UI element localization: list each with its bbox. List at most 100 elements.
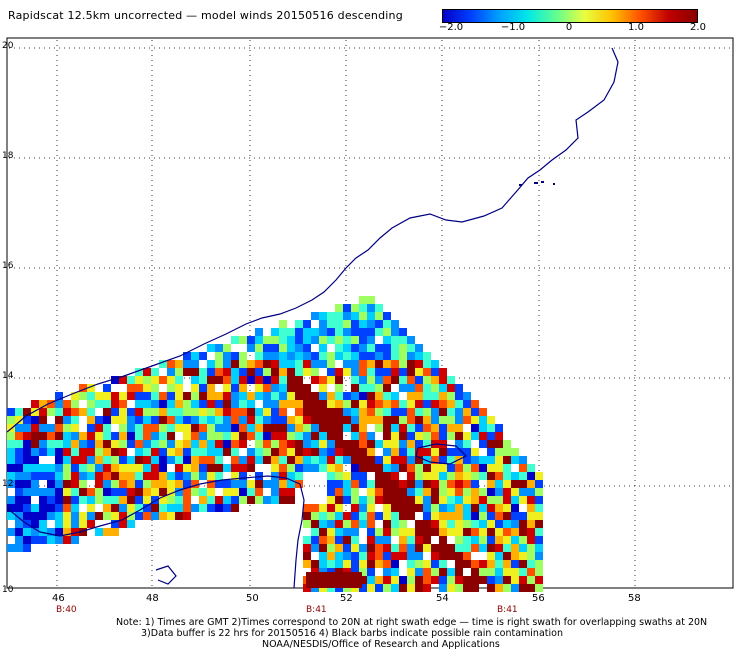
wind-cell — [199, 440, 207, 448]
wind-cell — [535, 512, 543, 520]
wind-cell — [111, 432, 119, 440]
wind-cell — [375, 480, 383, 488]
wind-cell — [399, 464, 407, 472]
wind-cell — [103, 456, 111, 464]
wind-cell — [191, 352, 199, 360]
wind-cell — [7, 472, 15, 480]
wind-cell — [167, 400, 175, 408]
wind-cell — [63, 432, 71, 440]
wind-cell — [311, 448, 319, 456]
wind-cell — [135, 400, 143, 408]
wind-cell — [31, 424, 39, 432]
wind-cell — [487, 464, 495, 472]
wind-cell — [159, 496, 167, 504]
wind-difference-cells — [7, 296, 543, 592]
wind-cell — [111, 392, 119, 400]
wind-cell — [247, 480, 255, 488]
wind-cell — [239, 416, 247, 424]
wind-cell — [199, 408, 207, 416]
wind-cell — [391, 440, 399, 448]
wind-cell — [306, 580, 314, 588]
wind-cell — [207, 400, 215, 408]
wind-cell — [295, 328, 303, 336]
wind-cell — [367, 432, 375, 440]
wind-cell — [303, 504, 311, 512]
wind-cell — [391, 424, 399, 432]
wind-cell — [527, 512, 535, 520]
wind-cell — [367, 536, 375, 544]
wind-cell — [151, 432, 159, 440]
wind-cell — [343, 456, 351, 464]
wind-cell — [423, 544, 431, 552]
wind-cell — [511, 568, 519, 576]
wind-cell — [175, 392, 183, 400]
wind-cell — [327, 496, 335, 504]
wind-cell — [79, 488, 87, 496]
wind-cell — [71, 472, 79, 480]
wind-cell — [279, 480, 287, 488]
wind-cell — [215, 408, 223, 416]
wind-cell — [95, 472, 103, 480]
wind-cell — [63, 488, 71, 496]
wind-cell — [39, 448, 47, 456]
wind-cell — [7, 544, 15, 552]
wind-cell — [351, 360, 359, 368]
wind-cell — [271, 336, 279, 344]
wind-cell — [39, 520, 47, 528]
wind-cell — [207, 472, 215, 480]
wind-cell — [527, 544, 535, 552]
wind-cell — [127, 480, 135, 488]
wind-cell — [463, 392, 471, 400]
wind-cell — [151, 504, 159, 512]
wind-cell — [375, 328, 383, 336]
wind-cell — [103, 512, 111, 520]
wind-cell — [455, 432, 463, 440]
wind-cell — [335, 504, 343, 512]
wind-cell — [327, 432, 335, 440]
wind-cell — [143, 472, 151, 480]
wind-cell — [7, 496, 15, 504]
wind-cell — [191, 368, 199, 376]
lat-tick-label: 12 — [2, 479, 13, 489]
wind-cell — [15, 448, 23, 456]
wind-cell — [223, 400, 231, 408]
wind-cell — [143, 424, 151, 432]
wind-cell — [191, 488, 199, 496]
wind-cell — [367, 512, 375, 520]
wind-cell — [359, 344, 367, 352]
wind-cell — [15, 416, 23, 424]
wind-cell — [455, 576, 463, 584]
wind-cell — [423, 456, 431, 464]
wind-cell — [335, 416, 343, 424]
wind-cell — [103, 424, 111, 432]
wind-cell — [447, 448, 455, 456]
wind-cell — [111, 456, 119, 464]
wind-cell — [487, 424, 495, 432]
wind-cell — [383, 512, 391, 520]
wind-cell — [31, 536, 39, 544]
wind-cell — [479, 528, 487, 536]
wind-cell — [15, 432, 23, 440]
wind-cell — [495, 544, 503, 552]
wind-cell — [87, 408, 95, 416]
wind-cell — [175, 368, 183, 376]
wind-cell — [71, 464, 79, 472]
rev-label: B:40 — [56, 605, 77, 615]
wind-cell — [207, 480, 215, 488]
wind-cell — [407, 568, 415, 576]
wind-cell — [359, 496, 367, 504]
wind-cell — [375, 424, 383, 432]
lon-tick-label: 46 — [52, 593, 65, 604]
wind-cell — [343, 352, 351, 360]
wind-cell — [391, 416, 399, 424]
wind-cell — [239, 376, 247, 384]
wind-cell — [23, 464, 31, 472]
wind-cell — [327, 440, 335, 448]
wind-cell — [375, 544, 383, 552]
wind-cell — [223, 352, 231, 360]
wind-cell — [359, 376, 367, 384]
wind-cell — [383, 392, 391, 400]
wind-cell — [295, 464, 303, 472]
wind-cell — [167, 360, 175, 368]
wind-cell — [207, 432, 215, 440]
